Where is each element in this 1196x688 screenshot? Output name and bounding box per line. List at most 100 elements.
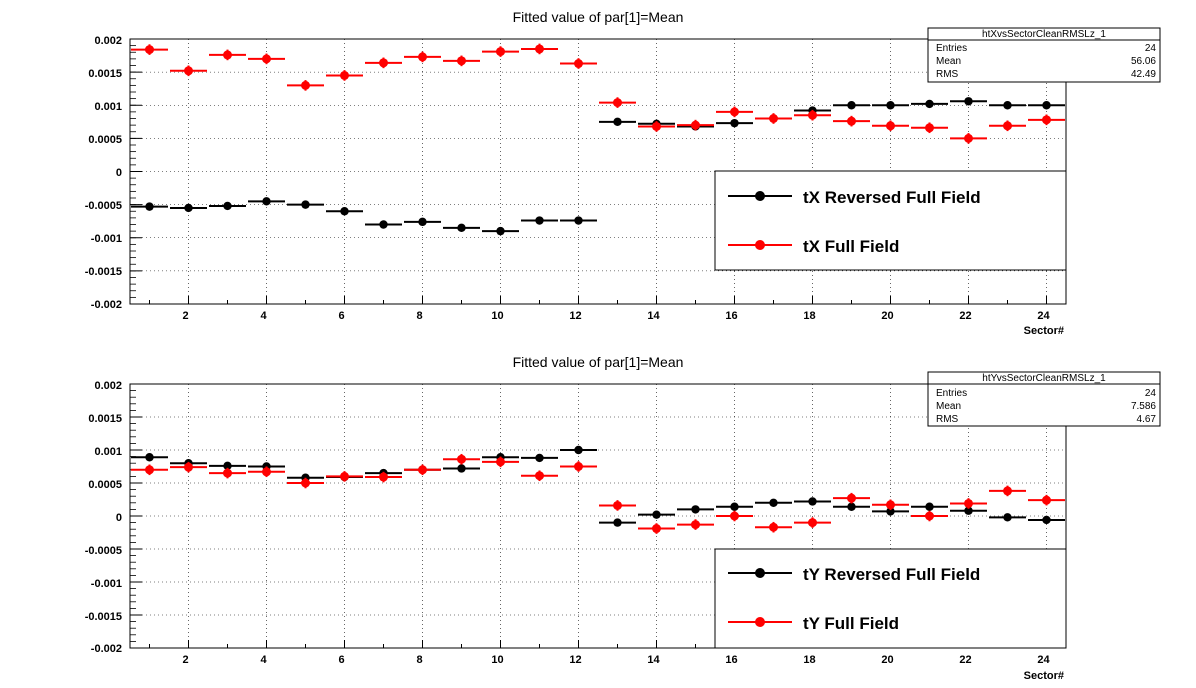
panel-top-xlabel: Sector# — [1024, 325, 1064, 337]
black-data-point — [911, 99, 948, 109]
marker — [886, 500, 895, 510]
black-data-point — [560, 445, 597, 455]
black-data-point — [170, 203, 207, 213]
marker — [301, 80, 310, 90]
red-data-point — [989, 120, 1026, 132]
red-data-point — [638, 121, 675, 132]
black-data-point — [131, 202, 168, 211]
black-data-point — [521, 453, 558, 463]
black-data-point — [521, 216, 558, 225]
marker — [769, 114, 778, 123]
marker — [184, 203, 193, 213]
stats-label: Mean — [936, 401, 961, 412]
legend-label: tX Reversed Full Field — [803, 188, 981, 207]
marker — [340, 207, 349, 216]
stats-label: Entries — [936, 388, 967, 399]
panel-bottom-xtick-label: 10 — [491, 654, 503, 666]
stats-value: 24 — [1145, 43, 1157, 54]
black-data-point — [872, 101, 909, 110]
marker — [769, 498, 778, 507]
red-data-point — [170, 461, 207, 473]
red-data-point — [794, 109, 831, 121]
marker — [886, 121, 895, 131]
legend-marker-red — [728, 240, 792, 250]
black-data-point — [599, 518, 636, 527]
red-data-point — [989, 485, 1026, 497]
red-data-point — [404, 464, 441, 476]
red-data-point — [599, 97, 636, 108]
panel-top-ytick-label: 0 — [116, 167, 122, 179]
panel-bottom-xtick-label: 12 — [569, 654, 581, 666]
panel-top-ytick-label: 0.0005 — [88, 134, 122, 146]
stats-value: 4.67 — [1137, 414, 1157, 425]
red-data-point — [326, 70, 363, 81]
marker — [613, 117, 622, 127]
legend-marker-black — [728, 568, 792, 578]
marker — [574, 462, 583, 471]
red-data-point — [755, 521, 792, 533]
black-data-point — [677, 505, 714, 514]
marker — [1042, 515, 1051, 525]
marker — [847, 493, 856, 503]
marker — [535, 44, 544, 54]
panel-bottom-ytick-label: -0.001 — [91, 578, 122, 590]
red-data-point — [716, 106, 753, 118]
red-data-point — [170, 65, 207, 77]
panel-top-xtick-label: 20 — [881, 310, 893, 322]
marker — [223, 201, 232, 211]
panel-bottom: Fitted value of par[1]=Mean 0.002 0.0015… — [85, 354, 1161, 682]
marker — [574, 216, 583, 225]
marker — [223, 50, 232, 60]
black-data-point — [482, 226, 519, 236]
red-data-point — [599, 500, 636, 511]
marker — [964, 97, 973, 106]
black-data-point — [950, 97, 987, 106]
panel-bottom-xtick-label: 24 — [1037, 654, 1050, 666]
marker — [652, 510, 661, 519]
legend-label: tY Full Field — [803, 614, 899, 633]
stats-value: 56.06 — [1131, 56, 1156, 67]
marker — [496, 457, 505, 467]
black-data-point — [287, 200, 324, 209]
marker — [145, 45, 154, 55]
panel-top-xtick-label: 22 — [959, 310, 971, 322]
marker — [457, 223, 466, 233]
red-data-point — [209, 467, 246, 479]
panel-top-ytick-label: 0.0015 — [88, 68, 122, 80]
marker — [847, 101, 856, 110]
marker — [730, 502, 739, 511]
red-data-point — [443, 453, 480, 465]
marker — [691, 120, 700, 130]
red-data-point — [677, 119, 714, 131]
black-data-point — [599, 117, 636, 127]
panel-top-title: Fitted value of par[1]=Mean — [513, 9, 684, 25]
marker — [418, 217, 427, 227]
red-data-point — [443, 55, 480, 67]
red-data-point — [755, 113, 792, 124]
panel-bottom-ytick-label: -0.002 — [91, 643, 122, 655]
red-data-point — [1028, 114, 1065, 126]
black-data-point — [794, 497, 831, 506]
marker — [730, 511, 739, 521]
panel-bottom-stats-box: htYvsSectorCleanRMSLz_1 Entries 24 Mean … — [927, 371, 1161, 427]
stats-label: RMS — [936, 69, 959, 80]
red-data-point — [482, 456, 519, 468]
panel-bottom-xtick-label: 2 — [182, 654, 188, 666]
marker — [652, 121, 661, 131]
marker — [262, 467, 271, 477]
black-data-point — [1028, 515, 1065, 525]
legend-label: tX Full Field — [803, 237, 899, 256]
red-data-point — [248, 53, 285, 65]
marker — [535, 453, 544, 463]
black-data-point — [443, 223, 480, 233]
red-data-point — [287, 80, 324, 91]
red-data-point — [677, 519, 714, 530]
legend-marker-black — [728, 191, 792, 201]
legend-label: tY Reversed Full Field — [803, 565, 980, 584]
marker — [184, 66, 193, 76]
marker — [964, 133, 973, 143]
panel-top-xtick-label: 6 — [338, 310, 344, 322]
marker — [379, 220, 388, 229]
panel-bottom-ytick-label: -0.0015 — [85, 611, 122, 623]
stats-label: Entries — [936, 43, 967, 54]
